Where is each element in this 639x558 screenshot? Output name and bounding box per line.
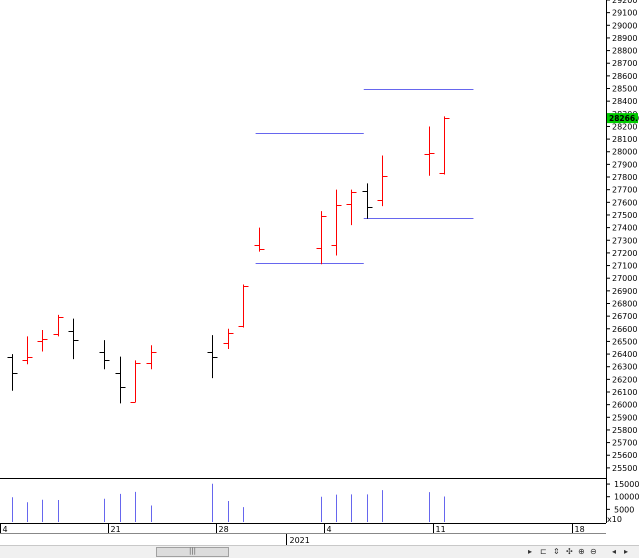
price-tick-label: 26500 bbox=[612, 337, 637, 346]
date-tick-label: 11 bbox=[436, 525, 446, 534]
ohlc-bar[interactable] bbox=[424, 126, 435, 176]
ohlc-bar[interactable] bbox=[362, 183, 373, 219]
date-tick-label: 18 bbox=[575, 525, 585, 534]
price-tick-label: 27200 bbox=[612, 249, 637, 258]
ohlc-bars[interactable] bbox=[7, 116, 450, 404]
volume-tick-label: 15000 bbox=[614, 480, 639, 489]
price-tick-label: 28700 bbox=[612, 59, 637, 68]
price-tick-label: 27300 bbox=[612, 236, 637, 245]
bracket-icon[interactable]: ⊏ bbox=[540, 547, 547, 556]
zoom-out-icon[interactable]: ⊖ bbox=[590, 547, 597, 556]
ohlc-bar[interactable] bbox=[99, 340, 110, 370]
price-tick-label: 27500 bbox=[612, 211, 637, 220]
ohlc-bar[interactable] bbox=[130, 360, 141, 403]
price-tick-label: 27000 bbox=[612, 274, 637, 283]
ohlc-bar[interactable] bbox=[68, 318, 79, 360]
scroll-left-icon[interactable]: ◂ bbox=[612, 547, 617, 556]
horizontal-scrollbar[interactable]: ||| ▸ ⊏ ⇕ ✣ ⊕ ⊖ ◂ ▸ bbox=[0, 545, 639, 558]
date-axis: 4 21 28 4 11 18 2021 bbox=[0, 523, 585, 545]
price-tick-label: 28600 bbox=[612, 72, 637, 81]
price-tick-label: 28200 bbox=[612, 122, 637, 131]
date-tick-label: 28 bbox=[219, 525, 229, 534]
ohlc-bar[interactable] bbox=[115, 356, 126, 404]
ohlc-bar[interactable] bbox=[377, 155, 388, 207]
price-tick-label: 25500 bbox=[612, 464, 637, 473]
ohlc-bar[interactable] bbox=[331, 189, 342, 256]
price-tick-label: 26000 bbox=[612, 401, 637, 410]
price-tick-label: 28400 bbox=[612, 97, 637, 106]
price-tick-label: 28800 bbox=[612, 47, 637, 56]
price-tick-label: 27900 bbox=[612, 160, 637, 169]
volume-multiplier-label: x10 bbox=[607, 515, 622, 524]
price-tick-label: 29200 bbox=[612, 0, 637, 5]
price-pane[interactable] bbox=[0, 0, 606, 478]
ohlc-bar[interactable] bbox=[37, 330, 48, 352]
price-tick-label: 26200 bbox=[612, 375, 637, 384]
ohlc-bar[interactable] bbox=[316, 211, 327, 265]
price-tick-label: 25800 bbox=[612, 426, 637, 435]
current-price-box bbox=[607, 113, 638, 124]
year-label: 2021 bbox=[290, 536, 310, 545]
support-resistance-levels[interactable] bbox=[255, 89, 474, 264]
price-tick-label: 25600 bbox=[612, 451, 637, 460]
ohlc-bar[interactable] bbox=[223, 328, 234, 350]
ohlc-bar[interactable] bbox=[22, 336, 33, 365]
scroll-thumb[interactable]: ||| bbox=[156, 547, 229, 557]
price-tick-label: 26900 bbox=[612, 287, 637, 296]
ohlc-bar[interactable] bbox=[207, 335, 218, 379]
price-tick-label: 26100 bbox=[612, 388, 637, 397]
price-tick-label: 26400 bbox=[612, 350, 637, 359]
ohlc-bar[interactable] bbox=[53, 314, 64, 337]
ohlc-bar[interactable] bbox=[7, 354, 18, 391]
price-tick-label: 26600 bbox=[612, 325, 637, 334]
price-tick-label: 26300 bbox=[612, 363, 637, 372]
price-tick-label: 27600 bbox=[612, 198, 637, 207]
move-icon[interactable]: ✣ bbox=[566, 547, 573, 556]
volume-histogram[interactable] bbox=[12, 483, 445, 522]
price-tick-label: 28000 bbox=[612, 148, 637, 157]
price-tick-label: 25900 bbox=[612, 413, 637, 422]
price-tick-label: 27700 bbox=[612, 186, 637, 195]
scroll-right-icon[interactable]: ▸ bbox=[624, 547, 629, 556]
date-tick-label: 4 bbox=[327, 525, 332, 534]
chart-canvas[interactable]: 25500 25600 25700 25800 25900 26000 26100 26200… bbox=[0, 0, 639, 545]
ohlc-bar[interactable] bbox=[254, 227, 265, 252]
price-tick-label: 27100 bbox=[612, 262, 637, 271]
price-axis: 25500 25600 25700 25800 25900 26000 26100 26200… bbox=[606, 0, 637, 473]
current-price-label: 28266.00 bbox=[609, 114, 639, 123]
ohlc-bar[interactable] bbox=[346, 189, 357, 226]
volume-tick-label: 10000 bbox=[614, 493, 639, 502]
current-price-tag: 28266.00 bbox=[607, 113, 639, 124]
price-tick-label: 27800 bbox=[612, 173, 637, 182]
price-tick-label: 26800 bbox=[612, 299, 637, 308]
ohlc-bar[interactable] bbox=[238, 284, 249, 328]
date-tick-label: 4 bbox=[3, 525, 8, 534]
price-tick-label: 27400 bbox=[612, 224, 637, 233]
price-tick-label: 25700 bbox=[612, 439, 637, 448]
date-tick-label: 21 bbox=[111, 525, 121, 534]
zoom-in-icon[interactable]: ⊕ bbox=[578, 547, 585, 556]
price-tick-label: 26700 bbox=[612, 312, 637, 321]
price-tick-label: 29000 bbox=[612, 21, 637, 30]
price-tick-label: 28100 bbox=[612, 135, 637, 144]
volume-tick-label: 5000 bbox=[614, 505, 634, 514]
volume-pane[interactable] bbox=[0, 478, 606, 523]
price-tick-label: 28900 bbox=[612, 34, 637, 43]
price-tick-label: 28500 bbox=[612, 85, 637, 94]
scroll-right-small-icon[interactable]: ▸ bbox=[528, 547, 533, 556]
ohlc-bar[interactable] bbox=[146, 345, 157, 370]
ohlc-bar[interactable] bbox=[439, 116, 450, 175]
vertical-resize-icon[interactable]: ⇕ bbox=[553, 547, 560, 556]
price-tick-label: 29100 bbox=[612, 9, 637, 18]
